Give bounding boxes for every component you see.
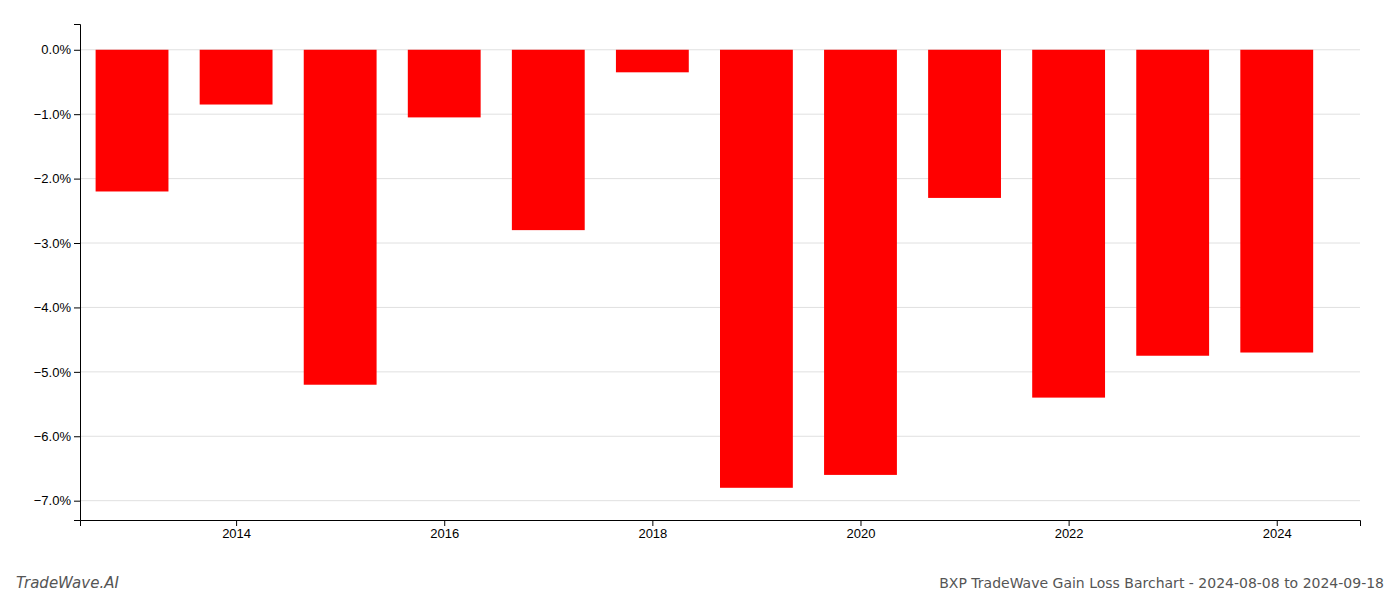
bar: [616, 50, 689, 73]
tick-label: 2014: [222, 526, 251, 541]
bar: [408, 50, 481, 118]
grid-line: [80, 500, 1360, 501]
tick-label: −2.0%: [34, 171, 72, 186]
chart: 0.0% −1.0% −2.0% −3.0% −4.0% −5.0% −6.0% −7.0% 2…: [0, 0, 1400, 600]
bar: [304, 50, 377, 385]
tick: −4.0%: [34, 300, 80, 315]
tick-mark: [236, 520, 237, 526]
tick-mark: [74, 501, 80, 502]
annotation: TradeWave.AI: [16, 574, 119, 592]
tick: 2018: [638, 520, 667, 541]
tick-mark: [74, 114, 80, 115]
tick-label: 2016: [430, 526, 459, 541]
tick-mark: [1069, 520, 1070, 526]
tick: 2020: [847, 520, 876, 541]
tick: −2.0%: [34, 171, 80, 186]
tick: −5.0%: [34, 365, 80, 380]
bar: [1136, 50, 1209, 356]
tick: 2022: [1055, 520, 1084, 541]
tick-mark: [652, 520, 653, 526]
tick: −1.0%: [34, 107, 80, 122]
bar: [512, 50, 585, 230]
tick-mark: [74, 243, 80, 244]
tick-label: 0.0%: [41, 42, 71, 57]
tick-mark: [74, 372, 80, 373]
tick-label: 2020: [847, 526, 876, 541]
tick-mark: [74, 50, 80, 51]
tick-mark: [1277, 520, 1278, 526]
grid: [80, 50, 1360, 501]
tick: 2016: [430, 520, 459, 541]
tick-label: 2024: [1263, 526, 1292, 541]
plot: 0.0% −1.0% −2.0% −3.0% −4.0% −5.0% −6.0% −7.0% 2…: [34, 25, 1361, 542]
bar: [200, 50, 273, 105]
tick-label: −6.0%: [34, 429, 72, 444]
x-axis: 2014 2016 2018 2020 2022 2024: [81, 520, 1361, 541]
bar: [720, 50, 793, 488]
tick: −3.0%: [34, 236, 80, 251]
tick-label: −1.0%: [34, 107, 72, 122]
tick: 2014: [222, 520, 251, 541]
tick-label: −4.0%: [34, 300, 72, 315]
bar: [928, 50, 1001, 198]
title: BXP TradeWave Gain Loss Barchart - 2024-…: [939, 575, 1384, 591]
tick-mark: [74, 436, 80, 437]
tick-label: 2022: [1055, 526, 1084, 541]
axis-line: [81, 521, 1361, 527]
tick-mark: [74, 307, 80, 308]
tick-mark: [74, 179, 80, 180]
tick: −6.0%: [34, 429, 80, 444]
tick-mark: [444, 520, 445, 526]
bar: [96, 50, 169, 192]
tick-label: −5.0%: [34, 365, 72, 380]
axis-line: [74, 25, 81, 521]
y-axis: 0.0% −1.0% −2.0% −3.0% −4.0% −5.0% −6.0% −7.0%: [34, 25, 81, 521]
tick-mark: [860, 520, 861, 526]
tick: 0.0%: [41, 42, 80, 57]
bars: [96, 50, 1314, 488]
tick-label: −7.0%: [34, 493, 72, 508]
tick: −7.0%: [34, 493, 80, 508]
bar: [1240, 50, 1313, 353]
tick: 2024: [1263, 520, 1292, 541]
tick-label: −3.0%: [34, 236, 72, 251]
bar: [1032, 50, 1105, 398]
bar: [824, 50, 897, 475]
tick-label: 2018: [638, 526, 667, 541]
